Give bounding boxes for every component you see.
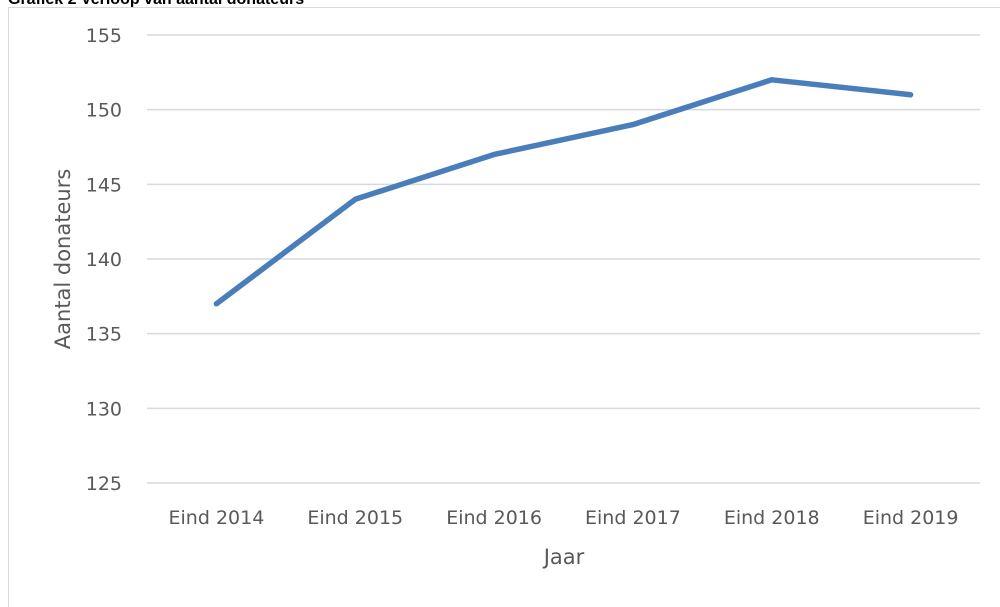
x-axis-ticks: Eind 2014 Eind 2015 Eind 2016 Eind 2017 Eind… bbox=[169, 507, 959, 529]
y-tick-label: 135 bbox=[86, 324, 122, 346]
x-tick-label: Eind 2014 bbox=[169, 507, 265, 529]
y-tick-label: 150 bbox=[86, 100, 122, 122]
y-tick-label: 125 bbox=[86, 473, 122, 495]
series-layer bbox=[216, 80, 910, 304]
x-axis-title: Jaar bbox=[542, 545, 585, 569]
y-axis-title: Aantal donateurs bbox=[51, 169, 75, 350]
x-tick-label: Eind 2016 bbox=[446, 507, 542, 529]
x-tick-label: Eind 2015 bbox=[307, 507, 403, 529]
y-tick-label: 140 bbox=[86, 249, 122, 271]
y-tick-label: 130 bbox=[86, 398, 122, 420]
y-tick-label: 155 bbox=[86, 25, 122, 47]
y-axis-ticks: 125 130 135 140 145 150 155 bbox=[86, 25, 122, 495]
series-line bbox=[216, 80, 910, 304]
x-tick-label: Eind 2018 bbox=[724, 507, 820, 529]
x-tick-label: Eind 2017 bbox=[585, 507, 681, 529]
y-tick-label: 145 bbox=[86, 174, 122, 196]
x-tick-label: Eind 2019 bbox=[863, 507, 959, 529]
